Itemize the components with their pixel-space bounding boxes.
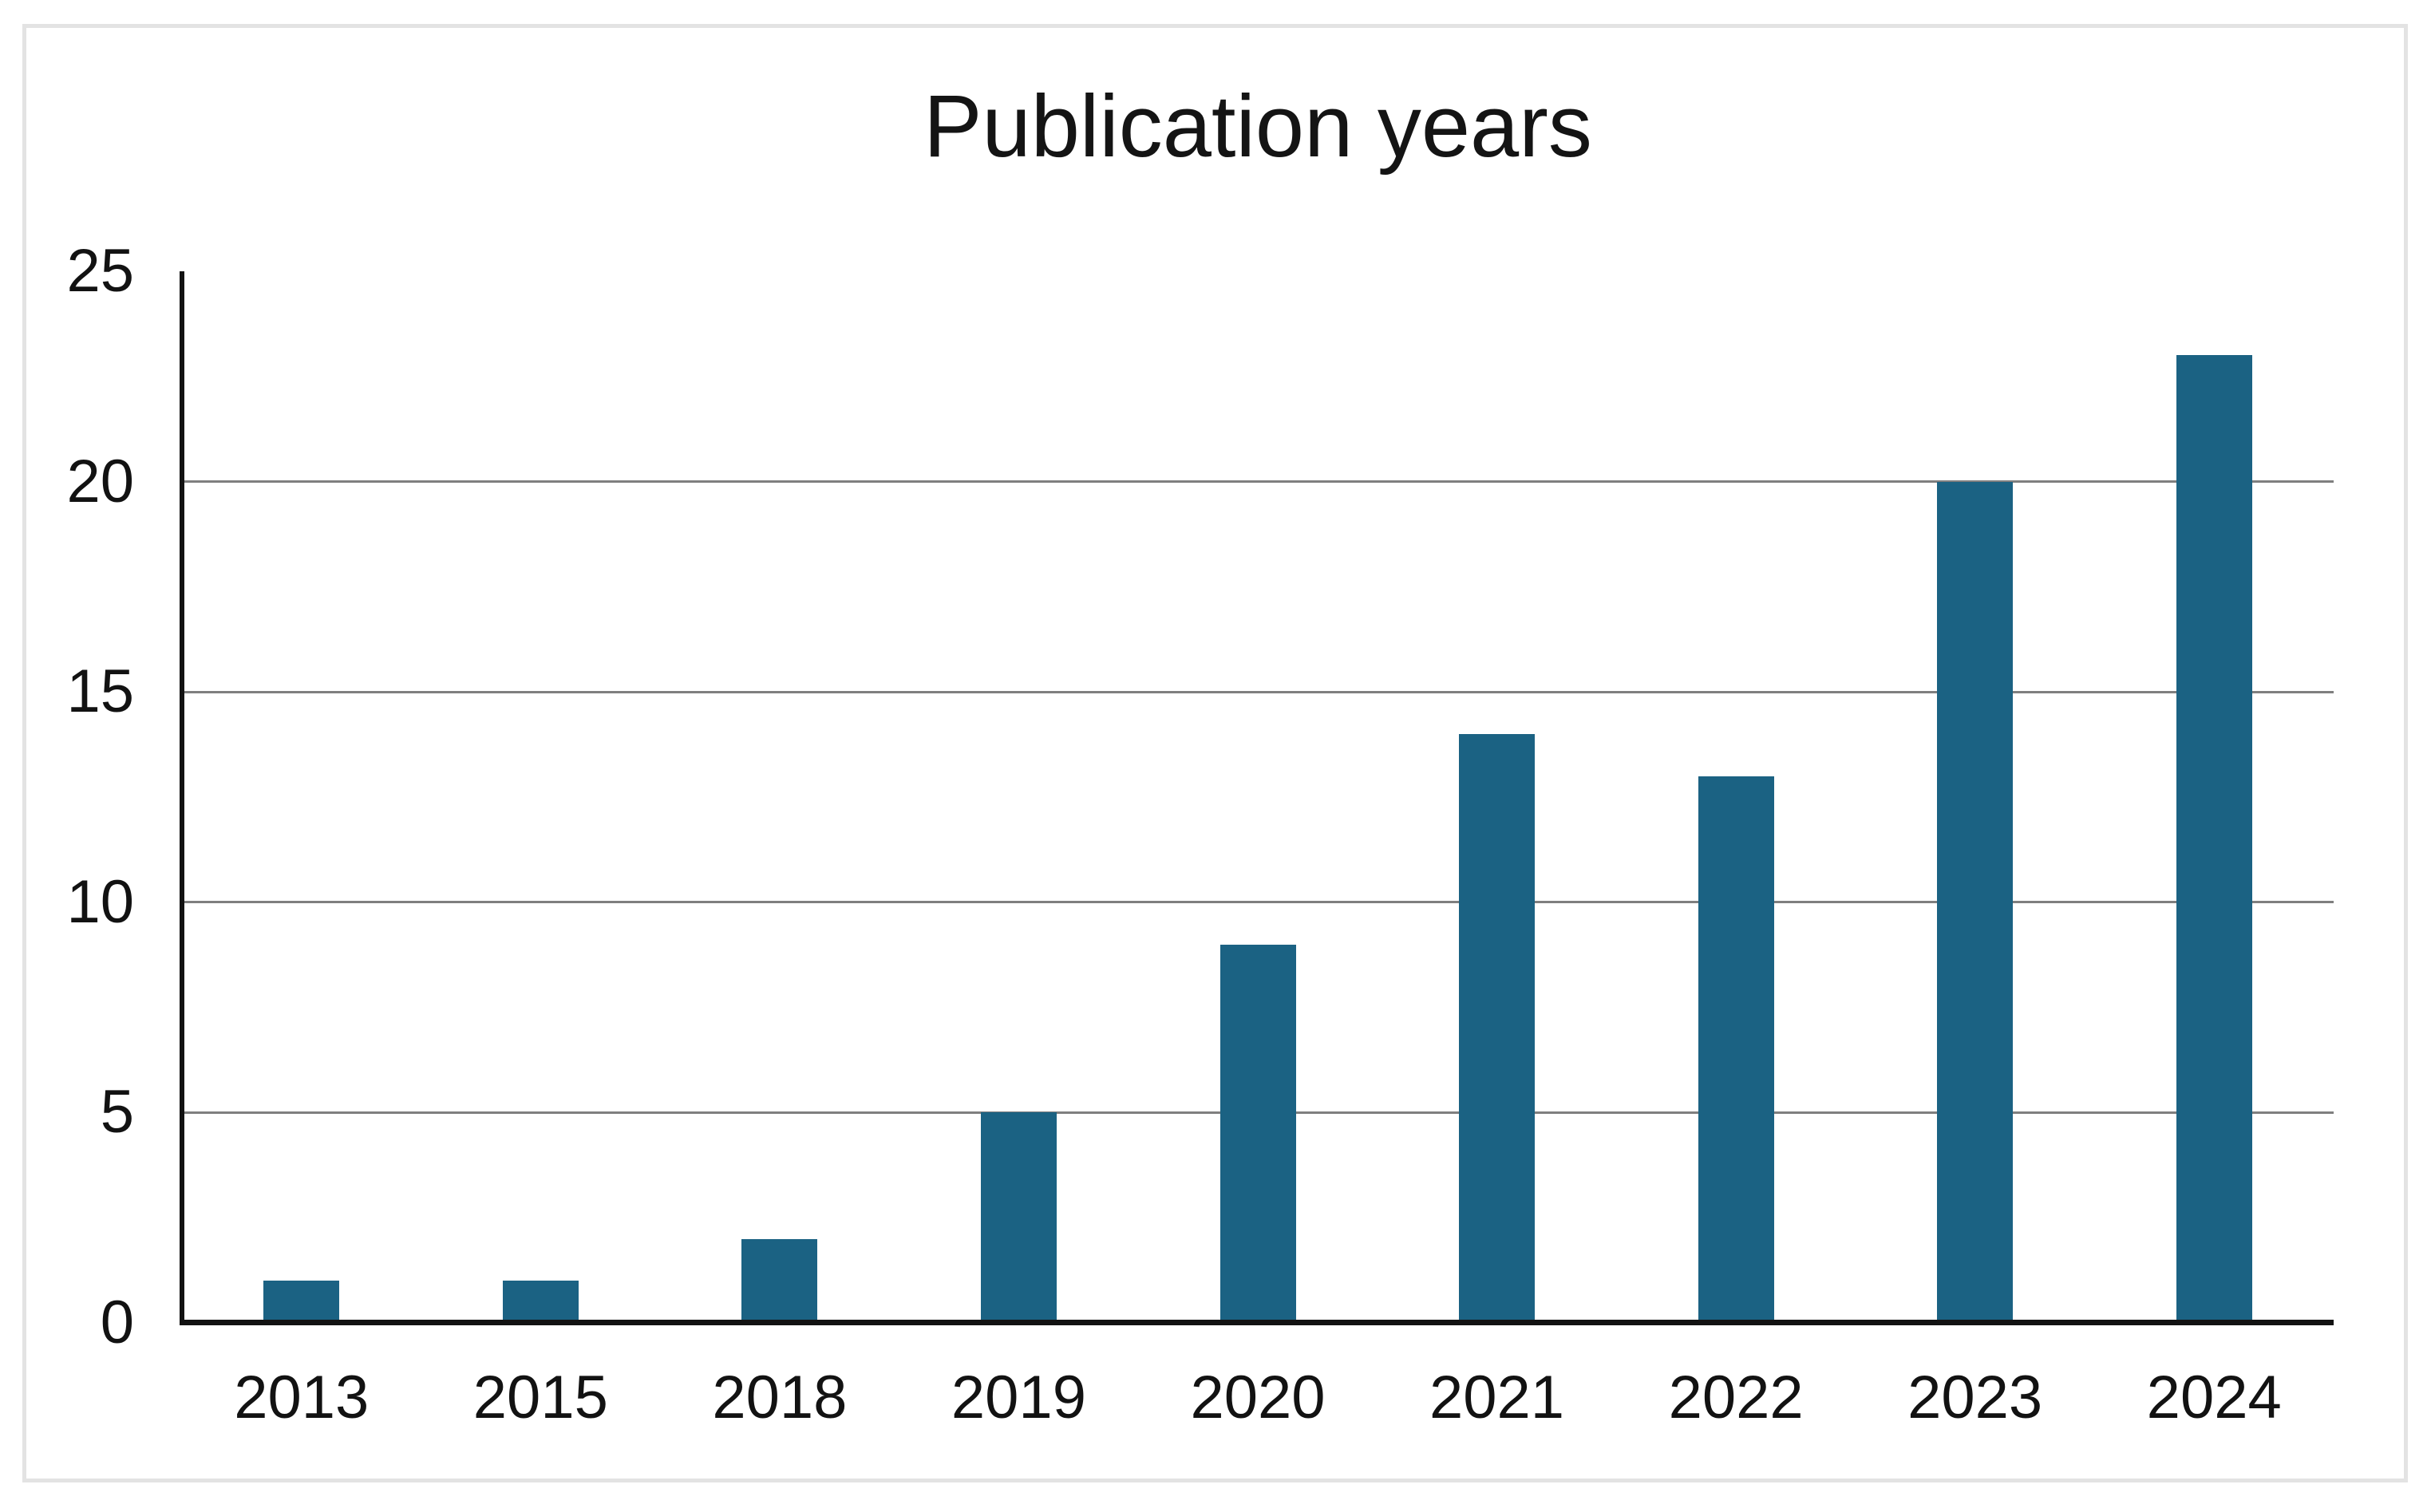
y-axis-line xyxy=(180,271,184,1323)
gridline-15 xyxy=(182,690,2334,693)
x-axis-line xyxy=(180,1320,2334,1325)
y-tick-label-20: 20 xyxy=(66,447,134,515)
bar-2024 xyxy=(2176,355,2252,1323)
y-tick-label-0: 0 xyxy=(100,1289,134,1356)
x-tick-label-2015: 2015 xyxy=(472,1364,608,1431)
x-tick-label-2018: 2018 xyxy=(712,1364,848,1431)
bar-2013 xyxy=(263,1281,340,1323)
y-tick-label-15: 15 xyxy=(66,657,134,726)
x-tick-label-2022: 2022 xyxy=(1668,1364,1804,1431)
x-tick-label-2023: 2023 xyxy=(1907,1364,2043,1431)
x-tick-label-2021: 2021 xyxy=(1429,1364,1565,1431)
bar-2020 xyxy=(1219,944,1296,1323)
x-tick-label-2013: 2013 xyxy=(234,1364,370,1431)
gridline-10 xyxy=(182,901,2334,904)
plot-area xyxy=(180,271,2334,1325)
x-tick-label-2024: 2024 xyxy=(2146,1364,2282,1431)
bar-2015 xyxy=(502,1281,579,1323)
x-tick-label-2019: 2019 xyxy=(951,1364,1086,1431)
bar-2023 xyxy=(1937,481,2014,1323)
bar-2022 xyxy=(1698,776,1774,1323)
gridline-20 xyxy=(182,480,2334,484)
x-tick-label-2020: 2020 xyxy=(1190,1364,1326,1431)
bar-2019 xyxy=(980,1112,1057,1323)
y-tick-label-5: 5 xyxy=(100,1078,134,1147)
y-tick-label-10: 10 xyxy=(66,867,134,936)
chart-title: Publication years xyxy=(923,77,1592,176)
y-tick-label-25: 25 xyxy=(66,237,134,305)
bar-2018 xyxy=(741,1238,818,1323)
bar-2021 xyxy=(1459,733,1536,1323)
